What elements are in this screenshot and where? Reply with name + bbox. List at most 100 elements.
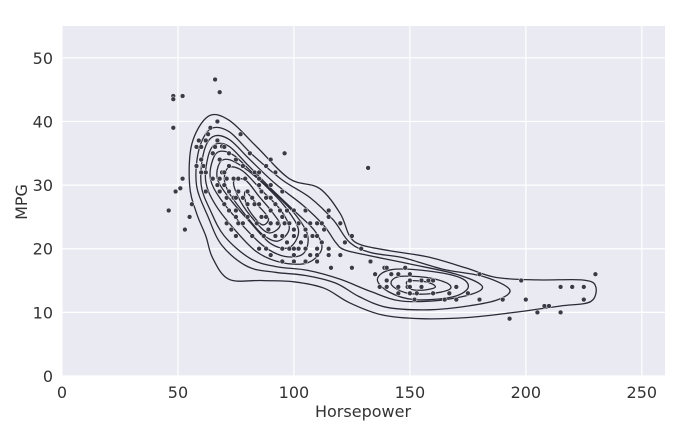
- data-point: [314, 252, 320, 258]
- data-point: [407, 271, 413, 277]
- data-point: [263, 246, 269, 252]
- data-point: [170, 125, 176, 131]
- data-point: [258, 188, 265, 195]
- data-point: [196, 137, 202, 144]
- scatter-points: [166, 76, 599, 322]
- data-point: [402, 265, 408, 271]
- data-point: [279, 246, 285, 252]
- data-point: [221, 182, 227, 188]
- data-point: [268, 156, 274, 163]
- data-point: [541, 303, 548, 309]
- data-point: [166, 207, 172, 214]
- data-point: [384, 277, 390, 284]
- data-point: [281, 150, 288, 156]
- data-point: [240, 195, 246, 201]
- data-point: [249, 233, 255, 239]
- data-point: [518, 277, 524, 284]
- data-point: [186, 214, 193, 220]
- data-point: [240, 220, 246, 226]
- data-point: [179, 93, 186, 99]
- data-point: [465, 290, 471, 296]
- data-point: [242, 176, 248, 182]
- data-point: [210, 176, 216, 182]
- y-tick-label: 0: [43, 367, 53, 386]
- data-point: [425, 277, 432, 284]
- y-tick-label: 40: [33, 112, 53, 131]
- data-point: [221, 169, 227, 176]
- data-point: [233, 207, 239, 214]
- data-point: [214, 182, 221, 188]
- data-point: [226, 188, 232, 195]
- data-point: [298, 239, 304, 246]
- x-tick-label: 50: [168, 383, 188, 402]
- data-point: [212, 144, 218, 150]
- data-point: [476, 296, 483, 303]
- data-point: [226, 150, 232, 156]
- kde-contour-level-11: [390, 275, 452, 295]
- x-tick-label: 200: [511, 383, 542, 402]
- data-point: [272, 233, 279, 239]
- data-point: [302, 258, 309, 265]
- kde-contour-level-3: [200, 134, 484, 303]
- x-axis-label: Horsepower: [315, 402, 411, 421]
- data-point: [453, 296, 459, 303]
- data-point: [557, 284, 564, 290]
- data-point: [314, 246, 320, 252]
- data-point: [256, 182, 262, 188]
- data-point: [233, 156, 239, 163]
- data-point: [384, 265, 390, 271]
- data-point: [203, 137, 209, 144]
- data-point: [217, 89, 223, 95]
- data-point: [395, 284, 401, 290]
- data-point: [247, 150, 253, 156]
- data-point: [263, 163, 269, 169]
- data-point: [319, 220, 325, 226]
- data-point: [500, 296, 506, 303]
- data-point: [286, 246, 292, 252]
- data-point: [233, 233, 239, 239]
- data-point: [388, 271, 394, 277]
- data-point: [326, 207, 332, 214]
- data-point: [349, 265, 355, 271]
- data-point: [268, 195, 274, 201]
- data-point: [581, 284, 587, 290]
- data-point: [193, 163, 200, 169]
- data-point: [319, 239, 325, 246]
- data-point: [442, 296, 448, 303]
- data-point: [277, 207, 283, 214]
- x-tick-label: 250: [627, 383, 658, 402]
- data-point: [395, 290, 401, 296]
- data-point: [224, 195, 230, 201]
- data-point: [592, 271, 599, 277]
- data-point: [205, 131, 211, 137]
- data-point: [291, 226, 297, 233]
- data-point: [279, 258, 285, 265]
- data-point: [569, 284, 575, 290]
- data-point: [279, 233, 285, 239]
- data-point: [198, 156, 204, 163]
- y-tick-label: 30: [33, 176, 53, 195]
- data-point: [291, 246, 297, 252]
- data-point: [263, 214, 269, 220]
- data-point: [365, 165, 371, 171]
- data-point: [321, 226, 327, 233]
- data-point: [189, 201, 195, 207]
- data-point: [221, 201, 227, 207]
- data-point: [291, 233, 297, 239]
- data-point: [476, 271, 483, 277]
- data-point: [295, 220, 302, 226]
- data-point: [506, 316, 513, 322]
- data-point: [217, 156, 223, 163]
- data-point: [309, 233, 316, 239]
- data-point: [251, 169, 258, 176]
- data-point: [256, 169, 262, 176]
- data-point: [200, 163, 207, 169]
- data-point: [251, 201, 258, 207]
- data-point: [263, 195, 269, 201]
- data-point: [326, 252, 332, 258]
- data-point: [244, 214, 251, 220]
- data-point: [268, 252, 274, 258]
- data-point: [235, 188, 241, 195]
- data-point: [295, 246, 302, 252]
- data-point: [268, 182, 274, 188]
